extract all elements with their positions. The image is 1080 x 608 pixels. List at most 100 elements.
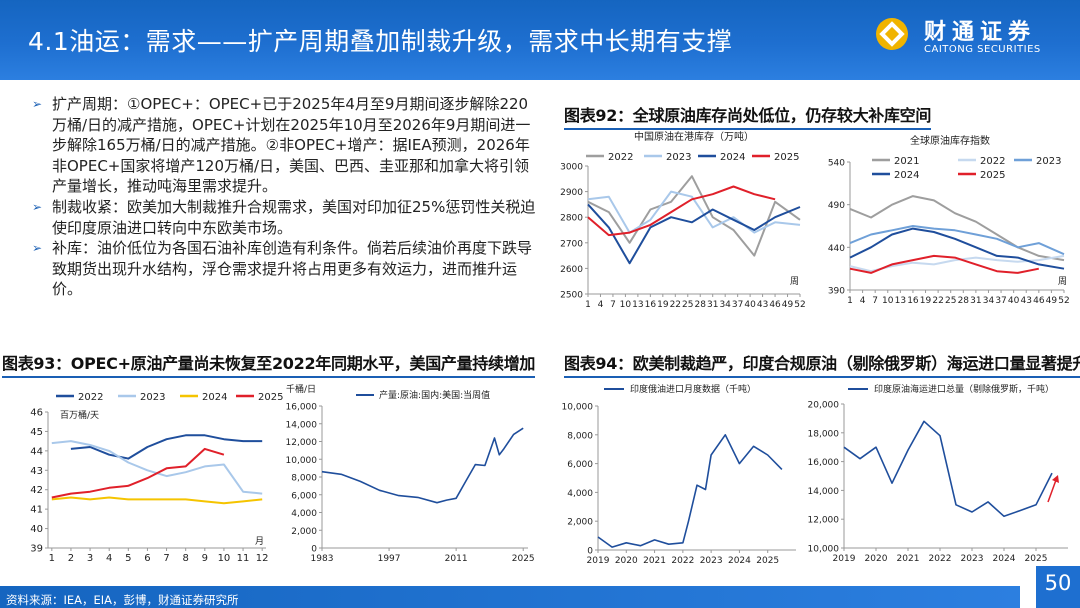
x-tick-label: 2 (68, 553, 74, 564)
x-tick-label: 4 (598, 300, 604, 310)
x-tick-label: 2022 (671, 556, 694, 566)
x-tick-label: 3 (87, 553, 93, 564)
chart-india-seaborne-import: 印度原油海运进口总量（剔除俄罗斯，千吨） 10,000 12,000 14,000 1… (808, 383, 1068, 564)
series-line-2023 (51, 440, 263, 495)
x-tick-label: 10 (882, 296, 894, 306)
y-tick-label: 20,000 (808, 401, 840, 411)
y-tick-label: 440 (828, 244, 845, 254)
legend-label: 2023 (140, 392, 165, 403)
legend-label: 2021 (894, 156, 919, 167)
x-tick-label: 2011 (445, 554, 468, 564)
x-tick-label: 49 (782, 300, 794, 310)
x-tick-label: 13 (632, 300, 643, 310)
x-tick-label: 2025 (756, 556, 779, 566)
y-tick-label: 10,000 (562, 403, 594, 413)
x-tick-label: 4 (860, 296, 866, 306)
series-line-2024 (51, 496, 263, 505)
page-number: 50 (1036, 566, 1080, 608)
x-tick-label: 46 (1033, 296, 1045, 306)
series-line- (843, 420, 1053, 518)
y-unit: 百万桶/天 (60, 409, 99, 421)
y-tick-label: 44 (30, 446, 43, 457)
y-tick-label: 40 (30, 524, 43, 535)
chart-global-inventory-index: 全球原油库存指数 周 390 440 490 540 1 4 7 10 13 16 19 22 25 28… (828, 134, 1070, 306)
x-tick-label: 2023 (961, 554, 984, 564)
x-tick-label: 46 (769, 300, 781, 310)
bullet-item: ➢ 扩产周期：①OPEC+：OPEC+已于2025年4月至9月期间逐步解除220万… (30, 94, 540, 197)
series-line- (321, 427, 524, 504)
x-unit: 月 (255, 536, 264, 547)
x-tick-label: 40 (744, 300, 756, 310)
x-tick-label: 7 (163, 553, 169, 564)
x-tick-label: 1983 (311, 554, 334, 564)
y-tick-label: 2,000 (291, 527, 317, 537)
legend-label: 2022 (78, 392, 103, 403)
x-tick-label: 7 (872, 296, 878, 306)
caitong-logo-icon (876, 18, 908, 50)
series-line- (597, 434, 783, 548)
x-tick-label: 19 (657, 300, 669, 310)
series-line-2023 (849, 225, 1065, 256)
y-tick-label: 14,000 (286, 420, 318, 430)
legend-label: 2023 (666, 152, 691, 163)
x-tick-label: 19 (920, 296, 932, 306)
series-line-2024 (587, 203, 801, 265)
legend-label: 2022 (980, 156, 1005, 167)
x-tick-label: 2019 (833, 554, 856, 564)
x-tick-label: 31 (707, 300, 718, 310)
x-tick-label: 1 (49, 553, 55, 564)
y-tick-label: 10,000 (286, 456, 318, 466)
series-line-2025 (587, 185, 776, 237)
bullet-text: 补库：油价低位为各国石油补库创造有利条件。倘若后续油价再度下跌导致期货出现升水结… (52, 239, 533, 299)
legend-label: 2024 (202, 392, 227, 403)
x-tick-label: 2024 (993, 554, 1016, 564)
x-tick-label: 2024 (728, 556, 751, 566)
y-tick-label: 4,000 (291, 509, 317, 519)
figure-93-title: 图表93：OPEC+原油产量尚未恢复至2022年同期水平，美国产量持续增加 (2, 350, 535, 378)
chart-subtitle: 全球原油库存指数 (910, 134, 990, 147)
y-unit: 千桶/日 (286, 383, 316, 395)
x-tick-label: 4 (106, 553, 112, 564)
x-tick-label: 2025 (512, 554, 535, 564)
legend-label: 2023 (1036, 156, 1061, 167)
y-tick-label: 12,000 (808, 516, 840, 526)
x-tick-label: 13 (895, 296, 906, 306)
y-tick-label: 18,000 (808, 429, 840, 439)
y-tick-label: 10,000 (808, 545, 840, 555)
y-tick-label: 8,000 (567, 431, 593, 441)
y-tick-label: 490 (828, 201, 845, 211)
legend-label: 2024 (894, 170, 919, 181)
x-tick-label: 10 (620, 300, 632, 310)
x-tick-label: 10 (218, 553, 231, 564)
x-tick-label: 25 (945, 296, 956, 306)
x-tick-label: 37 (995, 296, 1006, 306)
legend-label: 2022 (608, 152, 633, 163)
trend-arrow-icon (1047, 479, 1057, 503)
x-tick-label: 8 (182, 553, 188, 564)
x-tick-label: 2020 (865, 554, 888, 564)
series-line-2025 (51, 447, 225, 499)
x-tick-label: 7 (610, 300, 616, 310)
arrow-bullet-icon: ➢ (32, 199, 43, 214)
y-tick-label: 2500 (560, 291, 583, 301)
figure-92-title: 图表92：全球原油库存尚处低位，仍存较大补库空间 (564, 102, 931, 130)
series-line-2024 (849, 227, 1065, 270)
bullet-item: ➢ 制裁收紧：欧美加大制裁推升合规需求，美国对印加征25%惩罚性关税迫使印度原油进… (30, 197, 540, 238)
x-tick-label: 2025 (1025, 554, 1048, 564)
x-tick-label: 1 (847, 296, 853, 306)
x-tick-label: 2019 (587, 556, 610, 566)
legend-label: 产量:原油:国内:美国:当周值 (379, 389, 490, 401)
x-tick-label: 31 (970, 296, 981, 306)
y-tick-label: 2,000 (567, 518, 593, 528)
chart-us-production: 千桶/日 产量:原油:国内:美国:当周值 0 2,000 4,000 6,000 8,0… (286, 383, 535, 564)
arrow-bullet-icon: ➢ (32, 97, 43, 111)
figure-94-title: 图表94：欧美制裁趋严，印度合规原油（剔除俄罗斯）海运进口量显著提升 (564, 350, 1080, 378)
bullet-list: ➢ 扩产周期：①OPEC+：OPEC+已于2025年4月至9月期间逐步解除220万… (30, 94, 540, 300)
series-line-2021 (849, 195, 1065, 262)
x-tick-label: 43 (757, 300, 768, 310)
x-tick-label: 43 (1021, 296, 1032, 306)
x-tick-label: 28 (958, 296, 970, 306)
series-line-2025 (849, 254, 1039, 274)
y-tick-label: 43 (30, 466, 43, 477)
